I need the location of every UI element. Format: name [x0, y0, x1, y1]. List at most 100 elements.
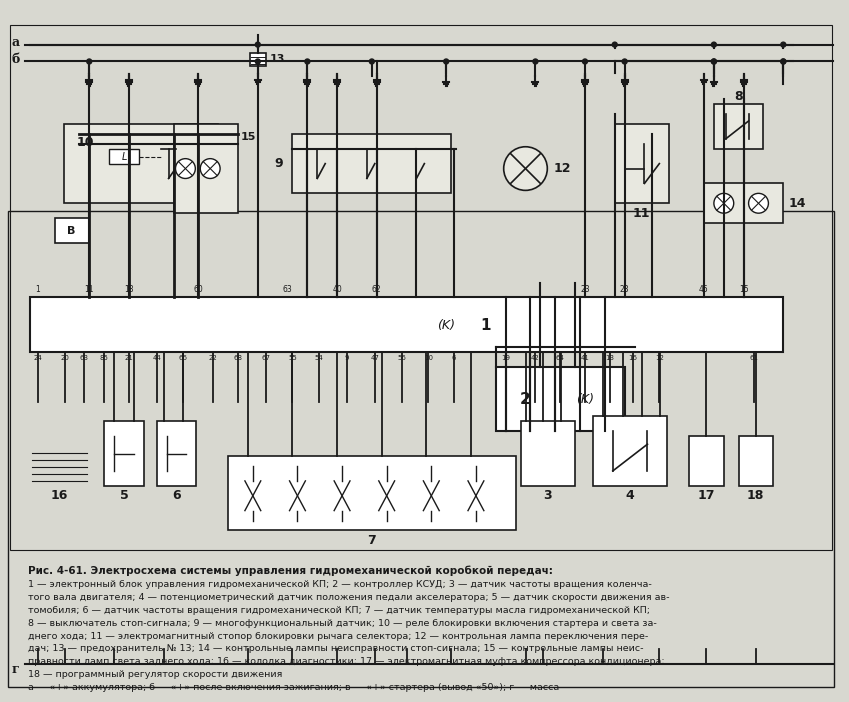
Circle shape	[305, 59, 310, 64]
Text: 62: 62	[372, 286, 381, 294]
Circle shape	[714, 193, 734, 213]
Text: 12: 12	[655, 355, 664, 361]
Bar	[157, 421, 196, 486]
Text: 55: 55	[288, 355, 297, 361]
Bar	[30, 298, 784, 352]
Circle shape	[503, 147, 548, 190]
Text: 41: 41	[581, 355, 589, 361]
Text: Рис. 4-61. Электросхема системы управления гидромеханической коробкой передач:: Рис. 4-61. Электросхема системы управлен…	[28, 565, 553, 576]
Text: того вала двигателя; 4 — потенциометрический датчик положения педали акселератор: того вала двигателя; 4 — потенциометриче…	[28, 593, 669, 602]
Text: 18: 18	[124, 286, 133, 294]
Text: 56: 56	[397, 355, 406, 361]
Text: 13: 13	[270, 55, 285, 65]
Bar	[593, 416, 667, 486]
Bar	[228, 456, 515, 531]
Circle shape	[369, 59, 374, 64]
Text: 45: 45	[699, 286, 709, 294]
Text: 61: 61	[749, 355, 758, 361]
Text: 44: 44	[152, 355, 161, 361]
Bar	[109, 149, 138, 164]
Text: 20: 20	[61, 355, 70, 361]
Circle shape	[781, 42, 786, 47]
Text: 22: 22	[209, 355, 217, 361]
Text: 68: 68	[233, 355, 243, 361]
Text: 1: 1	[36, 286, 40, 294]
Circle shape	[749, 193, 768, 213]
Text: 12: 12	[554, 162, 571, 175]
Text: 2: 2	[520, 392, 531, 407]
Text: 6: 6	[452, 355, 457, 361]
Circle shape	[781, 59, 786, 64]
Bar	[704, 183, 784, 223]
Text: правности ламп света заднего хода; 16 — колодка диагностики; 17 — электромагнитн: правности ламп света заднего хода; 16 — …	[28, 657, 665, 666]
Text: L: L	[121, 152, 127, 161]
Text: 5: 5	[120, 489, 128, 502]
Text: 10: 10	[424, 355, 433, 361]
Text: (K): (K)	[437, 319, 455, 332]
Bar	[689, 436, 724, 486]
Text: 63: 63	[80, 355, 89, 361]
Text: 7: 7	[368, 534, 376, 547]
Text: 16: 16	[628, 355, 637, 361]
Circle shape	[711, 42, 717, 47]
Bar	[615, 124, 669, 204]
Bar	[54, 218, 89, 243]
Circle shape	[612, 42, 617, 47]
Text: 24: 24	[33, 355, 42, 361]
Text: 6: 6	[172, 489, 181, 502]
Text: 11: 11	[85, 286, 94, 294]
Circle shape	[444, 59, 448, 64]
Circle shape	[781, 59, 786, 64]
Text: 67: 67	[261, 355, 270, 361]
Circle shape	[533, 59, 538, 64]
Text: 47: 47	[370, 355, 380, 361]
Bar	[520, 421, 575, 486]
Text: 18: 18	[747, 489, 764, 502]
Text: 11: 11	[633, 206, 650, 220]
Circle shape	[711, 59, 717, 64]
Text: B: B	[67, 226, 76, 236]
Text: 9: 9	[274, 157, 284, 170]
Text: а — «+» аккумулятора; б — «+» после включения зажигания; в — «+» стартера (вывод: а — «+» аккумулятора; б — «+» после вклю…	[28, 683, 559, 692]
Text: 9: 9	[345, 355, 349, 361]
Text: 42: 42	[531, 355, 540, 361]
Text: 3: 3	[543, 489, 552, 502]
Bar	[65, 124, 218, 204]
Text: 23: 23	[580, 286, 590, 294]
Text: (K): (K)	[576, 393, 594, 406]
Text: 21: 21	[125, 355, 133, 361]
Bar	[250, 53, 266, 67]
Text: 8 — выключатель стоп-сигнала; 9 — многофункциональный датчик; 10 — реле блокиров: 8 — выключатель стоп-сигнала; 9 — многоф…	[28, 618, 656, 628]
Text: 66: 66	[179, 355, 188, 361]
Text: б: б	[12, 53, 20, 66]
Text: 15: 15	[739, 286, 749, 294]
Text: 8: 8	[734, 90, 743, 102]
Circle shape	[582, 59, 588, 64]
Circle shape	[711, 59, 717, 64]
Circle shape	[176, 159, 195, 178]
Text: 64: 64	[556, 355, 565, 361]
Text: томобиля; 6 — датчик частоты вращения гидромеханической КП; 7 — датчик температу: томобиля; 6 — датчик частоты вращения ги…	[28, 606, 649, 615]
Text: 18 — программный регулятор скорости движения: 18 — программный регулятор скорости движ…	[28, 670, 282, 680]
Text: 17: 17	[697, 489, 715, 502]
Text: 40: 40	[332, 286, 342, 294]
Circle shape	[256, 59, 261, 64]
Text: 14: 14	[788, 197, 806, 210]
Text: 19: 19	[501, 355, 510, 361]
Bar	[293, 134, 451, 193]
Circle shape	[87, 59, 92, 64]
Bar	[173, 124, 238, 213]
Text: 28: 28	[620, 286, 629, 294]
Circle shape	[622, 59, 627, 64]
Bar	[714, 104, 763, 149]
Text: 1 — электронный блок управления гидромеханической КП; 2 — контроллер КСУД; 3 — д: 1 — электронный блок управления гидромех…	[28, 580, 651, 589]
Bar	[496, 367, 625, 431]
Bar	[739, 436, 773, 486]
Text: 10: 10	[76, 136, 94, 149]
Bar	[104, 421, 143, 486]
Text: 1: 1	[481, 318, 491, 333]
Text: днего хода; 11 — электромагнитный стопор блокировки рычага селектора; 12 — контр: днего хода; 11 — электромагнитный стопор…	[28, 632, 648, 641]
Text: 4: 4	[625, 489, 634, 502]
Circle shape	[256, 42, 261, 47]
Bar	[10, 25, 832, 550]
